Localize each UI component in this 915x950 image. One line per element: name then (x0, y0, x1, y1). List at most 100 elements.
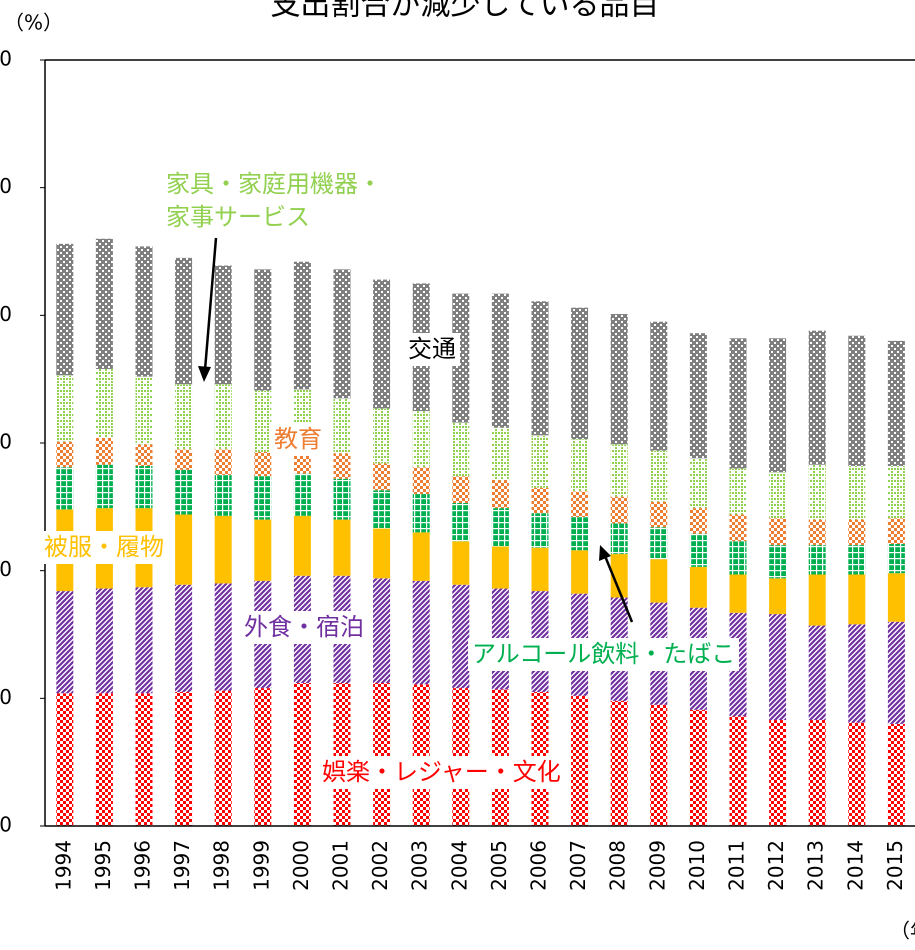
bar-segment (848, 519, 866, 546)
x-tick-label: 2006 (527, 840, 551, 891)
arrow-head (599, 545, 611, 561)
x-tick-label: 2004 (447, 840, 471, 891)
bar-segment (333, 478, 351, 520)
bar-segment (293, 450, 311, 474)
bar-segment (848, 335, 866, 466)
y-unit: （%） (4, 11, 63, 35)
bar-segment (808, 720, 826, 826)
bar-segment (610, 444, 628, 497)
bar-segment (808, 545, 826, 575)
x-tick-label: 1998 (210, 840, 234, 891)
bar-segment (214, 384, 232, 450)
bar-segment (769, 338, 787, 473)
bar-segment (729, 574, 747, 613)
bar-segment (571, 491, 589, 518)
bar-segment (452, 293, 470, 423)
x-tick-label: 2005 (487, 840, 511, 891)
x-tick-label: 2014 (843, 840, 867, 891)
bar-segment (571, 439, 589, 492)
bar-segment (729, 514, 747, 542)
x-tick-label: 2012 (764, 840, 788, 891)
bar-segment (293, 261, 311, 390)
series-label: 被服・履物 (40, 531, 168, 564)
bar-segment (214, 265, 232, 385)
y-tick-label: 20 (0, 557, 12, 581)
bar-segment (452, 584, 470, 689)
bar-segment (650, 501, 668, 528)
series-label: 教育 (270, 423, 326, 456)
bar-segment (689, 709, 707, 826)
bar-segment (254, 476, 272, 520)
bar-segment (214, 449, 232, 475)
x-tick-label: 2011 (725, 840, 749, 891)
x-tick-label: 1999 (249, 840, 273, 891)
x-tick-label: 2001 (329, 840, 353, 891)
arrow-head (198, 366, 211, 382)
bar-segment (333, 519, 351, 576)
bar-segment (491, 293, 509, 428)
x-tick-label: 2002 (368, 840, 392, 891)
arrows (198, 237, 634, 623)
bar-segment (254, 688, 272, 826)
series-label: 交通 (404, 333, 460, 366)
x-tick-label: 2013 (804, 840, 828, 891)
x-tick-label: 2003 (408, 840, 432, 891)
bar-segment (175, 449, 193, 470)
bar-segment (214, 515, 232, 584)
bar-segment (887, 723, 905, 826)
bar-segment (254, 269, 272, 391)
x-tick-label: 1997 (170, 840, 194, 891)
bar-segment (769, 720, 787, 826)
bar-segment (491, 427, 509, 481)
bar-segment (135, 693, 153, 826)
bar-segment (887, 621, 905, 724)
bar-segment (95, 238, 113, 369)
bar-segment (56, 467, 74, 510)
bar-segment (175, 584, 193, 692)
bar-segment (769, 614, 787, 721)
bar-segment (293, 683, 311, 826)
bar-segment (729, 716, 747, 826)
bar-segment (452, 422, 470, 477)
x-tick-label: 1995 (91, 840, 115, 891)
bar-segment (135, 246, 153, 377)
bar-segment (571, 517, 589, 551)
y-tick-label: 40 (0, 302, 12, 326)
bar-segment (412, 467, 430, 495)
bar-segment (293, 515, 311, 576)
bar-segment (95, 368, 113, 438)
bar-segment (175, 514, 193, 585)
bar-segment (729, 468, 747, 515)
bar-segment (729, 338, 747, 469)
bar-segment (689, 508, 707, 534)
bar-segment (769, 578, 787, 615)
y-tick-label: 10 (0, 685, 12, 709)
bar-segment (254, 390, 272, 452)
bar-segment (808, 574, 826, 626)
bar-segment (887, 518, 905, 544)
bar-segment (531, 487, 549, 514)
x-tick-label: 1996 (131, 840, 155, 891)
bar-segment (650, 704, 668, 826)
bar-segment (650, 559, 668, 603)
x-tick-label: 1994 (51, 840, 75, 891)
bar-segment (175, 384, 193, 450)
y-tick-label: 0 (0, 813, 12, 837)
arrow (203, 237, 218, 371)
bar-segment (373, 463, 391, 491)
x-tick-label: 2009 (645, 840, 669, 891)
bar-segment (95, 437, 113, 465)
bar-segment (56, 693, 74, 826)
bar-segment (373, 528, 391, 579)
bar-segment (689, 566, 707, 608)
bar-segment (808, 519, 826, 546)
bar-segment (175, 469, 193, 515)
y-tick-label: 60 (0, 47, 12, 71)
bar-segment (412, 411, 430, 468)
bar-segment (848, 722, 866, 826)
bar-segment (412, 532, 430, 581)
bar-segment (610, 496, 628, 524)
bar-segment (729, 541, 747, 575)
